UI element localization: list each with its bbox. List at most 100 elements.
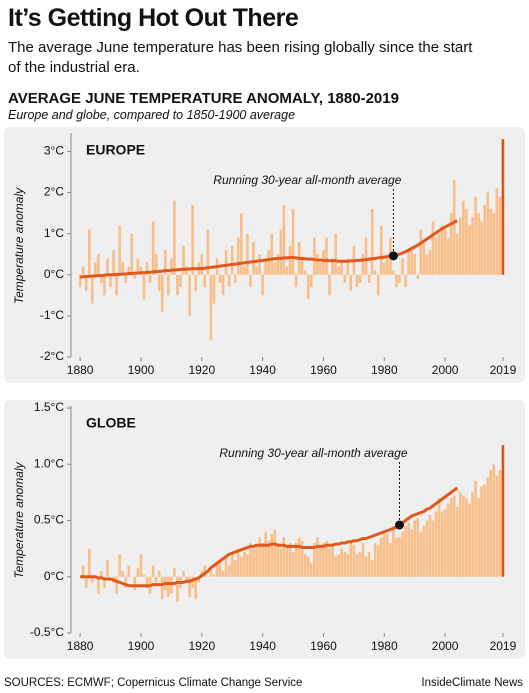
- bar: [215, 563, 219, 577]
- bar: [337, 266, 340, 275]
- bar: [288, 246, 292, 275]
- bar: [139, 266, 143, 275]
- bar: [291, 552, 295, 577]
- bar: [103, 274, 106, 296]
- bar: [224, 250, 228, 275]
- subtitle: The average June temperature has been ri…: [8, 39, 473, 76]
- bar: [261, 274, 264, 296]
- bar: [270, 233, 274, 275]
- bar: [103, 576, 106, 588]
- y-tick-label: 1.5°C: [34, 400, 64, 414]
- chart-title: AVERAGE JUNE TEMPERATURE ANOMALY, 1880-2…: [8, 90, 399, 107]
- charts: EUROPE Temperature anomaly -2°C -1°C 0°C 1°C 2…: [4, 127, 525, 659]
- bar: [486, 477, 490, 577]
- panel-label: GLOBE: [86, 415, 136, 431]
- bar: [455, 507, 459, 577]
- bar: [255, 266, 258, 275]
- bar: [121, 571, 125, 577]
- bar: [84, 274, 88, 292]
- bar: [303, 554, 307, 577]
- x-tick-label: 1980: [371, 363, 398, 377]
- bar: [300, 540, 304, 577]
- bar: [243, 552, 246, 577]
- bar: [188, 274, 191, 316]
- bar: [367, 274, 371, 283]
- bar: [398, 537, 401, 577]
- bar: [452, 495, 456, 577]
- bar: [81, 565, 85, 577]
- bar: [200, 254, 204, 275]
- bar: [340, 262, 344, 275]
- bar: [145, 262, 149, 275]
- bar: [306, 274, 310, 300]
- bar: [364, 237, 368, 275]
- bar: [373, 543, 377, 577]
- bar: [209, 567, 213, 577]
- bar: [279, 548, 283, 577]
- bar: [188, 576, 191, 597]
- bar: [404, 526, 407, 577]
- bar: [191, 204, 194, 275]
- bar: [492, 464, 496, 577]
- x-tick-label: 1980: [371, 639, 398, 653]
- bar: [495, 475, 499, 577]
- bar: [227, 565, 231, 577]
- bar: [133, 274, 137, 279]
- bar: [355, 554, 359, 577]
- bar: [328, 274, 331, 296]
- bar: [446, 503, 450, 577]
- y-axis-label: Temperature anomaly: [12, 187, 26, 304]
- bar: [276, 543, 280, 577]
- bar: [300, 258, 304, 275]
- chart-subtitle: Europe and globe, compared to 1850-1900 …: [8, 108, 296, 122]
- bar: [87, 229, 91, 275]
- x-tick-label: 2019: [490, 639, 517, 653]
- bar: [246, 554, 249, 577]
- bar: [468, 503, 471, 577]
- x-tick-label: 1940: [249, 639, 276, 653]
- bar: [148, 274, 152, 283]
- bar: [319, 262, 322, 275]
- bar: [236, 548, 240, 577]
- bar: [407, 522, 410, 577]
- bar: [419, 531, 423, 577]
- bar: [331, 543, 334, 577]
- bar: [392, 526, 395, 577]
- bar: [349, 543, 353, 577]
- bar: [240, 213, 243, 275]
- bar: [416, 518, 420, 577]
- bar: [185, 576, 188, 583]
- bar: [154, 576, 158, 583]
- bar: [191, 576, 194, 588]
- bar: [97, 254, 100, 275]
- bar: [285, 266, 289, 275]
- bar: [163, 250, 167, 275]
- bar: [282, 204, 286, 275]
- bar: [255, 545, 258, 577]
- bar: [203, 274, 207, 288]
- x-tick-label: 1900: [128, 363, 155, 377]
- bar: [167, 576, 170, 597]
- bar: [322, 250, 325, 275]
- x-tick-label: 2000: [432, 363, 459, 377]
- bar: [328, 548, 331, 577]
- bar: [434, 237, 438, 275]
- bar: [240, 556, 243, 577]
- bar: [194, 274, 198, 292]
- bar: [249, 543, 252, 577]
- bar: [480, 486, 483, 577]
- bar: [309, 274, 313, 288]
- bar: [440, 511, 444, 577]
- bar: [127, 266, 131, 275]
- bar: [492, 213, 496, 275]
- bar: [334, 556, 337, 577]
- bar: [252, 548, 255, 577]
- bar: [224, 556, 228, 577]
- bar: [379, 537, 383, 577]
- bar: [425, 254, 429, 275]
- y-tick-label: 0.5°C: [34, 513, 64, 527]
- bar: [154, 254, 158, 275]
- bar: [331, 258, 334, 275]
- panel-label: EUROPE: [86, 142, 145, 158]
